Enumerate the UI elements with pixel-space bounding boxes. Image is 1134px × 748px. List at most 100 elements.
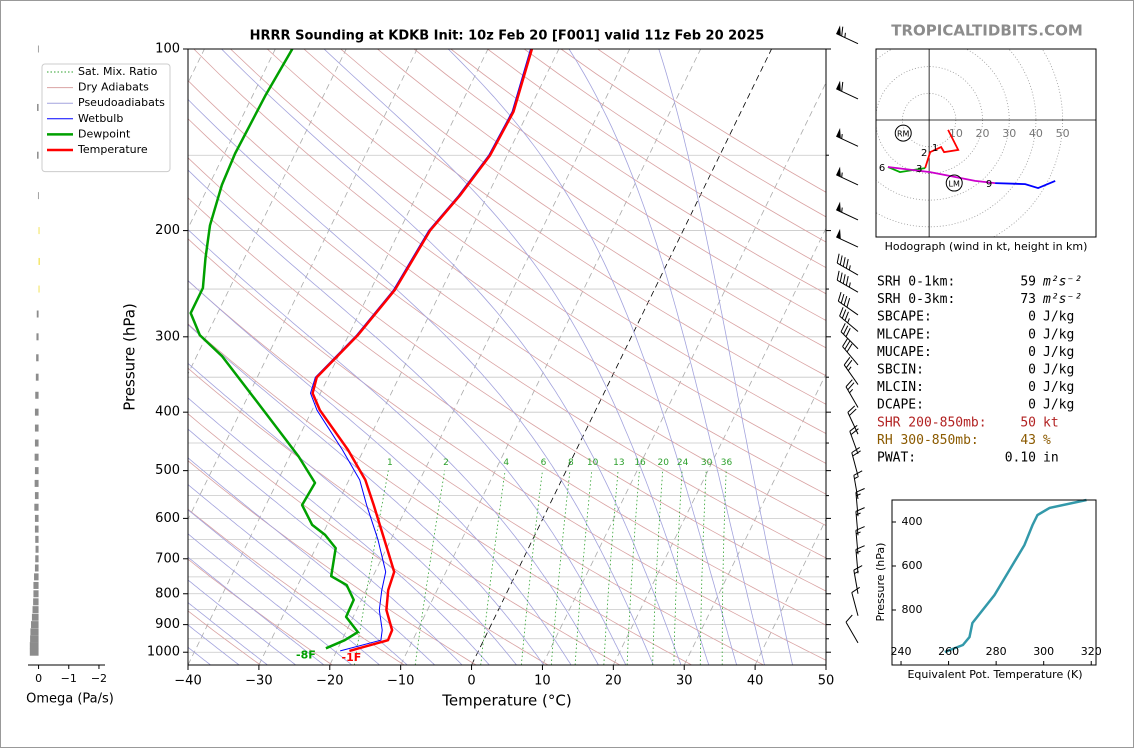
wind-barb [855, 526, 865, 555]
x-tick-label: 240 [891, 645, 912, 658]
barb-flag [853, 565, 863, 571]
barb-staff [839, 315, 859, 332]
dry-adiabat [188, 413, 549, 665]
stat-value: 43 [1020, 433, 1036, 448]
hodo-caption: Hodograph (wind in kt, height in km) [885, 240, 1088, 253]
barb-flag [842, 274, 846, 284]
stat-unit: m²s⁻² [1042, 292, 1082, 307]
barb-flag [846, 343, 853, 353]
barb-flag [853, 470, 863, 476]
hodo-line [924, 129, 960, 169]
legend-label: Dry Adiabats [78, 81, 149, 94]
stat-value: 73 [1020, 292, 1036, 307]
stat-value: 59 [1020, 275, 1036, 290]
x-axis-label: Temperature (°C) [441, 692, 571, 710]
dry-adiabat [266, 49, 826, 434]
pseudoadiabat [188, 457, 435, 665]
dry-adiabat [340, 49, 826, 377]
barb-flag [850, 428, 859, 435]
y-axis-label: Pressure (hPa) [874, 543, 887, 622]
barb-half [856, 512, 861, 516]
omega-bar [34, 564, 39, 572]
pseudoadiabat [188, 556, 325, 665]
barb-half [854, 476, 859, 480]
omega-bar [29, 648, 39, 656]
barb-flag [845, 328, 851, 337]
omega-bar [38, 285, 40, 293]
stat-unit: J/kg [1043, 363, 1074, 378]
barb-flag [841, 26, 844, 37]
profile-line [189, 49, 360, 650]
wind-barb [851, 586, 860, 616]
stat-label: SBCIN: [877, 363, 924, 378]
y-tick-label: 100 [155, 42, 180, 57]
barb-staff [842, 346, 859, 366]
omega-tick-label: −1 [61, 672, 77, 685]
barb-flag [839, 255, 843, 265]
stat-unit: m²s⁻² [1042, 275, 1082, 290]
barb-flag [842, 338, 848, 347]
x-tick-label: 50 [818, 674, 835, 689]
barb-half [848, 265, 851, 271]
hodo-ring-label: 20 [976, 127, 990, 140]
pseudoadiabat [188, 362, 517, 665]
wind-barb [839, 307, 859, 332]
barb-half [841, 207, 843, 213]
dry-adiabat [188, 157, 826, 592]
omega-bar [34, 424, 39, 432]
y-tick-label: 800 [902, 603, 923, 616]
omega-bar [35, 535, 39, 543]
barb-half [849, 388, 854, 394]
wind-barb [840, 323, 859, 350]
barb-flag [847, 405, 856, 413]
wind-barb [836, 128, 859, 147]
dry-adiabat [413, 49, 826, 321]
x-tick-label: 20 [605, 674, 622, 689]
barb-half [856, 550, 861, 554]
barb-flag [855, 526, 865, 531]
storm-motion-marker [894, 124, 912, 142]
wind-barb [855, 507, 865, 536]
omega-bar [34, 503, 39, 511]
omega-bar [34, 525, 39, 533]
x-tick-label: 30 [676, 674, 693, 689]
stat-unit: J/kg [1043, 327, 1074, 342]
surface-label: -8F [296, 648, 316, 661]
barb-pennant [836, 128, 841, 139]
omega-bar [33, 581, 39, 589]
barb-half [848, 282, 851, 288]
barb-staff [836, 88, 859, 100]
barb-flag [849, 425, 858, 432]
x-tick-label: 260 [938, 645, 959, 658]
mixing-ratio-line [353, 470, 389, 665]
isotherm [329, 49, 631, 665]
barb-flag [855, 488, 865, 493]
barb-staff [840, 331, 859, 350]
barb-flag [845, 379, 853, 388]
hodo-height-label: 1 [932, 143, 938, 154]
x-tick-label: −30 [245, 674, 272, 689]
barb-flag [836, 253, 840, 264]
y-axis-label: Pressure (hPa) [121, 303, 139, 411]
barb-staff [855, 492, 859, 517]
omega-bar [34, 467, 39, 475]
omega-bar [34, 573, 39, 581]
isotherm [400, 49, 702, 665]
barb-flag [843, 325, 849, 335]
omega-bar [34, 439, 39, 447]
barb-flag [844, 340, 851, 350]
dry-adiabat [188, 460, 477, 665]
barb-half [841, 133, 843, 139]
stat-label: MLCAPE: [877, 327, 932, 342]
stat-unit: J/kg [1043, 345, 1074, 360]
y-tick-label: 600 [902, 559, 923, 572]
barb-pennant [836, 80, 841, 91]
wind-barb [853, 565, 863, 594]
wind-barb [836, 253, 859, 276]
pseudoadiabat [188, 169, 627, 665]
dry-adiabat [377, 49, 826, 349]
barb-staff [836, 262, 859, 276]
barb-flag [840, 323, 846, 333]
